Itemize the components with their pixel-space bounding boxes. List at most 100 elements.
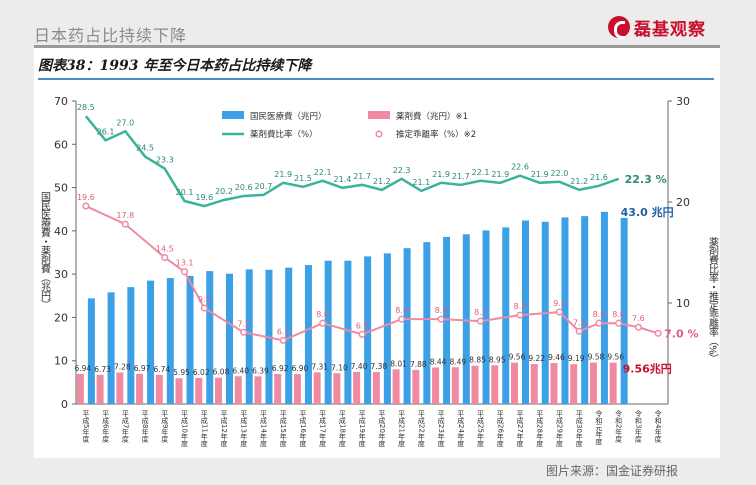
y-tick-label-left: 20 bbox=[54, 311, 68, 324]
data-label-drug-ratio: 22.1 bbox=[472, 168, 490, 177]
bar-medical-cost bbox=[522, 220, 529, 404]
data-label-drug-cost: 7.31 bbox=[311, 362, 328, 371]
x-tick-label: 平成19年度 bbox=[358, 410, 366, 448]
data-label-drug-ratio: 28.5 bbox=[77, 103, 95, 112]
data-label-drug-ratio: 21.4 bbox=[333, 175, 351, 184]
x-tick-label: 平成8年度 bbox=[141, 410, 149, 444]
bar-medical-cost bbox=[462, 234, 470, 404]
x-tick-label: 令和元年度 bbox=[595, 409, 603, 446]
x-tick-label: 平成5年度 bbox=[82, 410, 90, 444]
x-tick-label: 平成14年度 bbox=[259, 410, 267, 448]
data-label-deviation-rate: 8.0 bbox=[316, 310, 329, 319]
end-label-deviation-rate: 7.0 % bbox=[664, 327, 698, 340]
data-label-drug-ratio: 21.7 bbox=[353, 172, 371, 181]
data-label-drug-cost: 9.22 bbox=[528, 354, 545, 363]
bar-drug-cost bbox=[372, 372, 380, 404]
data-label-drug-cost: 7.28 bbox=[114, 362, 131, 371]
data-label-drug-cost: 7.10 bbox=[331, 363, 348, 372]
point-deviation-rate bbox=[437, 315, 445, 323]
y-tick-label-right: 20 bbox=[676, 196, 690, 209]
bar-medical-cost bbox=[127, 287, 135, 404]
bar-drug-cost bbox=[313, 372, 321, 404]
point-deviation-rate bbox=[654, 329, 662, 337]
bar-medical-cost bbox=[324, 260, 332, 404]
data-label-drug-ratio: 21.2 bbox=[570, 177, 588, 186]
page-title: 日本药占比持续下降 bbox=[34, 26, 188, 45]
x-tick-label: 平成10年度 bbox=[181, 410, 189, 448]
point-deviation-rate bbox=[555, 308, 564, 316]
bar-drug-cost bbox=[530, 364, 538, 404]
data-label-deviation-rate: 14.5 bbox=[156, 245, 174, 254]
x-tick-label: 平成15年度 bbox=[279, 410, 287, 448]
data-label-drug-cost: 6.02 bbox=[193, 368, 210, 377]
data-label-drug-cost: 6.94 bbox=[75, 364, 92, 373]
data-label-drug-ratio: 21.2 bbox=[373, 177, 391, 186]
end-label-drug-cost: 9.56兆円 bbox=[623, 362, 672, 376]
bar-drug-cost bbox=[76, 373, 84, 404]
bar-medical-cost bbox=[87, 298, 95, 404]
x-tick-label: 平成26年度 bbox=[496, 410, 504, 448]
bar-medical-cost bbox=[186, 275, 194, 404]
data-label-drug-ratio: 20.2 bbox=[215, 187, 233, 196]
legend-swatch-drug-cost bbox=[368, 111, 390, 119]
bar-medical-cost bbox=[403, 248, 411, 404]
bar-drug-cost bbox=[412, 369, 420, 404]
x-tick-label: 平成25年度 bbox=[477, 410, 485, 448]
data-label-drug-ratio: 27.0 bbox=[116, 118, 134, 127]
data-label-drug-cost: 7.40 bbox=[351, 362, 368, 371]
point-deviation-rate bbox=[240, 328, 248, 336]
bar-medical-cost bbox=[285, 267, 293, 404]
figure-title-divider bbox=[38, 78, 714, 80]
data-label-deviation-rate: 7.2 bbox=[573, 318, 586, 327]
point-deviation-rate bbox=[121, 220, 129, 228]
point-deviation-rate bbox=[398, 315, 406, 323]
legend-label-drug-ratio: 薬剤費比率（%） bbox=[250, 129, 318, 140]
bar-drug-cost bbox=[215, 377, 222, 404]
legend-swatch-medical-cost bbox=[222, 111, 244, 119]
bar-drug-cost bbox=[570, 364, 578, 404]
x-tick-label: 平成16年度 bbox=[299, 410, 307, 448]
data-label-drug-ratio: 23.3 bbox=[156, 156, 174, 165]
data-label-drug-cost: 6.74 bbox=[153, 365, 170, 374]
legend-label-medical-cost: 国民医療費（兆円） bbox=[250, 111, 327, 122]
x-tick-label: 平成28年度 bbox=[536, 410, 544, 448]
data-label-drug-ratio: 22.1 bbox=[314, 168, 332, 177]
bar-medical-cost bbox=[226, 273, 233, 404]
bar-drug-cost bbox=[195, 377, 203, 404]
bar-medical-cost bbox=[620, 217, 628, 404]
x-tick-label: 平成7年度 bbox=[121, 410, 129, 444]
bar-drug-cost bbox=[136, 373, 144, 404]
data-label-drug-cost: 6.40 bbox=[232, 366, 249, 375]
title-divider bbox=[34, 45, 720, 48]
data-label-deviation-rate: 8.0 bbox=[593, 310, 606, 319]
data-label-deviation-rate: 17.8 bbox=[116, 211, 134, 220]
bar-drug-cost bbox=[175, 378, 183, 404]
x-tick-label: 平成20年度 bbox=[378, 410, 386, 448]
point-deviation-rate bbox=[575, 327, 583, 335]
x-tick-label: 平成22年度 bbox=[417, 410, 425, 448]
bar-drug-cost bbox=[155, 374, 163, 404]
y-tick-label-left: 0 bbox=[61, 398, 68, 411]
data-label-deviation-rate: 7.6 bbox=[632, 314, 645, 323]
bar-drug-cost bbox=[116, 372, 124, 404]
y-tick-label-left: 30 bbox=[54, 268, 68, 281]
point-deviation-rate bbox=[516, 311, 524, 319]
data-label-deviation-rate: 9.5 bbox=[198, 295, 211, 304]
bar-drug-cost bbox=[293, 374, 301, 404]
bar-drug-cost bbox=[96, 374, 104, 404]
data-label-drug-cost: 6.90 bbox=[292, 364, 309, 373]
data-label-drug-cost: 6.92 bbox=[272, 364, 289, 373]
bar-medical-cost bbox=[443, 236, 451, 404]
point-deviation-rate bbox=[200, 304, 208, 312]
brand: 磊基观察 bbox=[608, 12, 706, 42]
legend-label-deviation-rate: 推定乖離率（%）※2 bbox=[396, 129, 476, 140]
x-tick-label: 平成23年度 bbox=[437, 410, 445, 448]
bar-drug-cost bbox=[234, 376, 242, 404]
data-label-deviation-rate: 8.8 bbox=[514, 302, 527, 311]
bar-drug-cost bbox=[333, 373, 341, 404]
x-tick-label: 令和4年度 bbox=[654, 409, 662, 443]
data-label-drug-cost: 8.85 bbox=[469, 356, 486, 365]
y-axis-label-right: 薬剤費比率・推定乖離率（%） bbox=[707, 237, 719, 363]
data-label-deviation-rate: 8.2 bbox=[474, 308, 487, 317]
data-label-drug-cost: 6.08 bbox=[213, 368, 230, 377]
